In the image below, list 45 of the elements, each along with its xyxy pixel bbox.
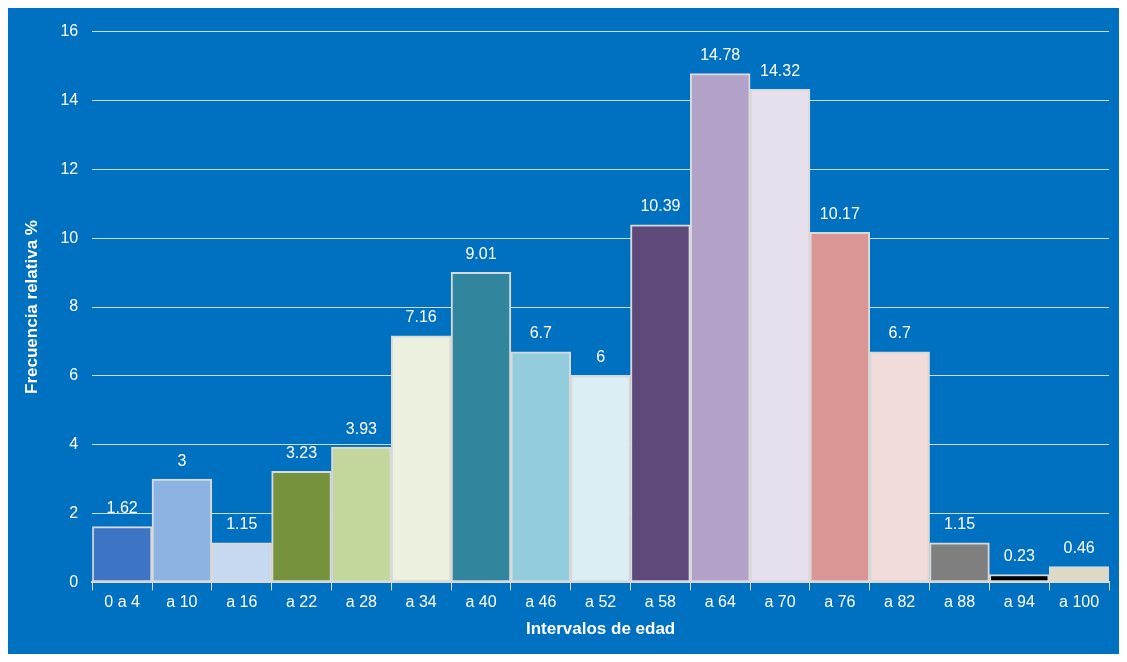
x-tick-label: a 28 [345, 593, 378, 611]
y-tick-label: 12 [60, 159, 79, 177]
data-label: 0.23 [1003, 546, 1035, 564]
data-label: 1.62 [106, 499, 138, 517]
x-tick-label: 0 a 4 [104, 593, 140, 611]
x-tick-label: a 46 [525, 593, 557, 611]
y-tick-label: 4 [69, 435, 79, 453]
x-tick-label: a 94 [1003, 593, 1035, 611]
data-label: 3.23 [285, 443, 318, 461]
y-tick-label: 2 [69, 503, 79, 521]
data-label: 1.15 [226, 515, 258, 533]
x-tick-label: a 22 [285, 593, 318, 611]
x-tick-label: a 100 [1059, 593, 1100, 611]
x-tick-label: a 10 [166, 593, 198, 611]
x-tick-label: a 76 [824, 593, 856, 611]
data-label: 14.32 [760, 61, 801, 79]
x-tick-label: a 40 [465, 593, 497, 611]
x-axis-title: Intervalos de edad [525, 619, 676, 639]
data-label: 6.7 [529, 324, 553, 342]
data-label: 3 [177, 451, 187, 469]
data-label: 10.39 [640, 197, 681, 215]
data-label: 9.01 [465, 244, 497, 262]
y-tick-label: 16 [60, 22, 79, 40]
data-label: 6 [596, 348, 606, 366]
data-label: 14.78 [700, 46, 741, 63]
data-label: 10.17 [819, 204, 860, 222]
data-label: 1.15 [943, 515, 976, 533]
x-tick-label: a 58 [644, 593, 677, 611]
x-tick-label: a 88 [943, 593, 976, 611]
data-label: 3.93 [345, 419, 378, 437]
y-axis-title: Frecuencia relativa % [21, 220, 41, 394]
data-label: 0.46 [1063, 538, 1095, 556]
y-tick-label: 10 [60, 228, 79, 246]
x-tick-label: a 82 [884, 593, 916, 611]
y-tick-label: 14 [60, 90, 79, 108]
y-tick-label: 8 [69, 297, 79, 315]
x-tick-label: a 16 [226, 593, 258, 611]
x-tick-label: a 34 [405, 593, 437, 611]
x-tick-label: a 70 [764, 593, 796, 611]
y-tick-label: 6 [69, 366, 79, 384]
y-tick-label: 0 [69, 572, 79, 590]
data-label: 7.16 [405, 308, 437, 326]
x-tick-label: a 64 [704, 593, 736, 611]
data-label: 6.7 [888, 324, 911, 342]
x-tick-label: a 52 [585, 593, 617, 611]
